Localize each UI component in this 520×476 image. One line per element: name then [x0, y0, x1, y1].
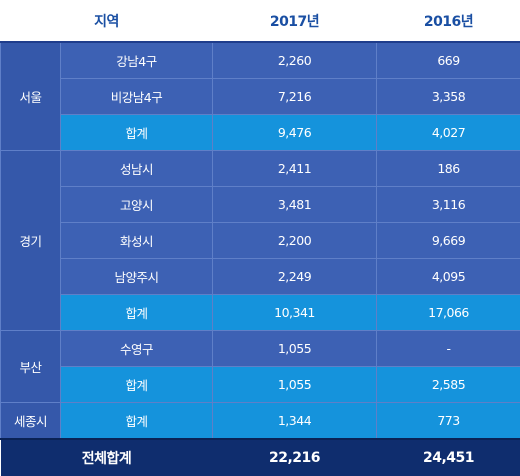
district-cell: 화성시: [61, 223, 213, 259]
region-cell: 세종시: [1, 403, 61, 440]
header-2016: 2016년: [377, 0, 520, 42]
district-cell: 고양시: [61, 187, 213, 223]
value-2016-cell: 186: [377, 151, 520, 187]
total-2016: 24,451: [377, 439, 520, 476]
header-2017: 2017년: [213, 0, 377, 42]
value-2017-cell: 2,411: [213, 151, 377, 187]
value-2016-cell: 17,066: [377, 295, 520, 331]
value-2016-cell: 3,116: [377, 187, 520, 223]
value-2017-cell: 1,344: [213, 403, 377, 440]
value-2017-cell: 1,055: [213, 367, 377, 403]
header-row: 지역 2017년 2016년: [1, 0, 520, 42]
district-cell: 비강남4구: [61, 79, 213, 115]
region-cell: 서울: [1, 42, 61, 151]
header-region: 지역: [1, 0, 213, 42]
value-2017-cell: 2,200: [213, 223, 377, 259]
total-label: 전체합계: [1, 439, 213, 476]
value-2016-cell: 669: [377, 42, 520, 79]
value-2017-cell: 9,476: [213, 115, 377, 151]
value-2016-cell: 3,358: [377, 79, 520, 115]
region-cell: 부산: [1, 331, 61, 403]
district-cell: 수영구: [61, 331, 213, 367]
district-cell: 합계: [61, 403, 213, 440]
district-cell: 성남시: [61, 151, 213, 187]
district-cell: 강남4구: [61, 42, 213, 79]
value-2016-cell: -: [377, 331, 520, 367]
value-2016-cell: 9,669: [377, 223, 520, 259]
district-cell: 남양주시: [61, 259, 213, 295]
value-2017-cell: 7,216: [213, 79, 377, 115]
total-2017: 22,216: [213, 439, 377, 476]
value-2016-cell: 4,027: [377, 115, 520, 151]
value-2016-cell: 773: [377, 403, 520, 440]
district-cell: 합계: [61, 367, 213, 403]
region-cell: 경기: [1, 151, 61, 331]
value-2016-cell: 4,095: [377, 259, 520, 295]
district-cell: 합계: [61, 115, 213, 151]
total-row: 전체합계 22,216 24,451: [1, 439, 520, 476]
value-2017-cell: 1,055: [213, 331, 377, 367]
value-2017-cell: 3,481: [213, 187, 377, 223]
value-2017-cell: 2,249: [213, 259, 377, 295]
district-cell: 합계: [61, 295, 213, 331]
value-2016-cell: 2,585: [377, 367, 520, 403]
value-2017-cell: 10,341: [213, 295, 377, 331]
value-2017-cell: 2,260: [213, 42, 377, 79]
